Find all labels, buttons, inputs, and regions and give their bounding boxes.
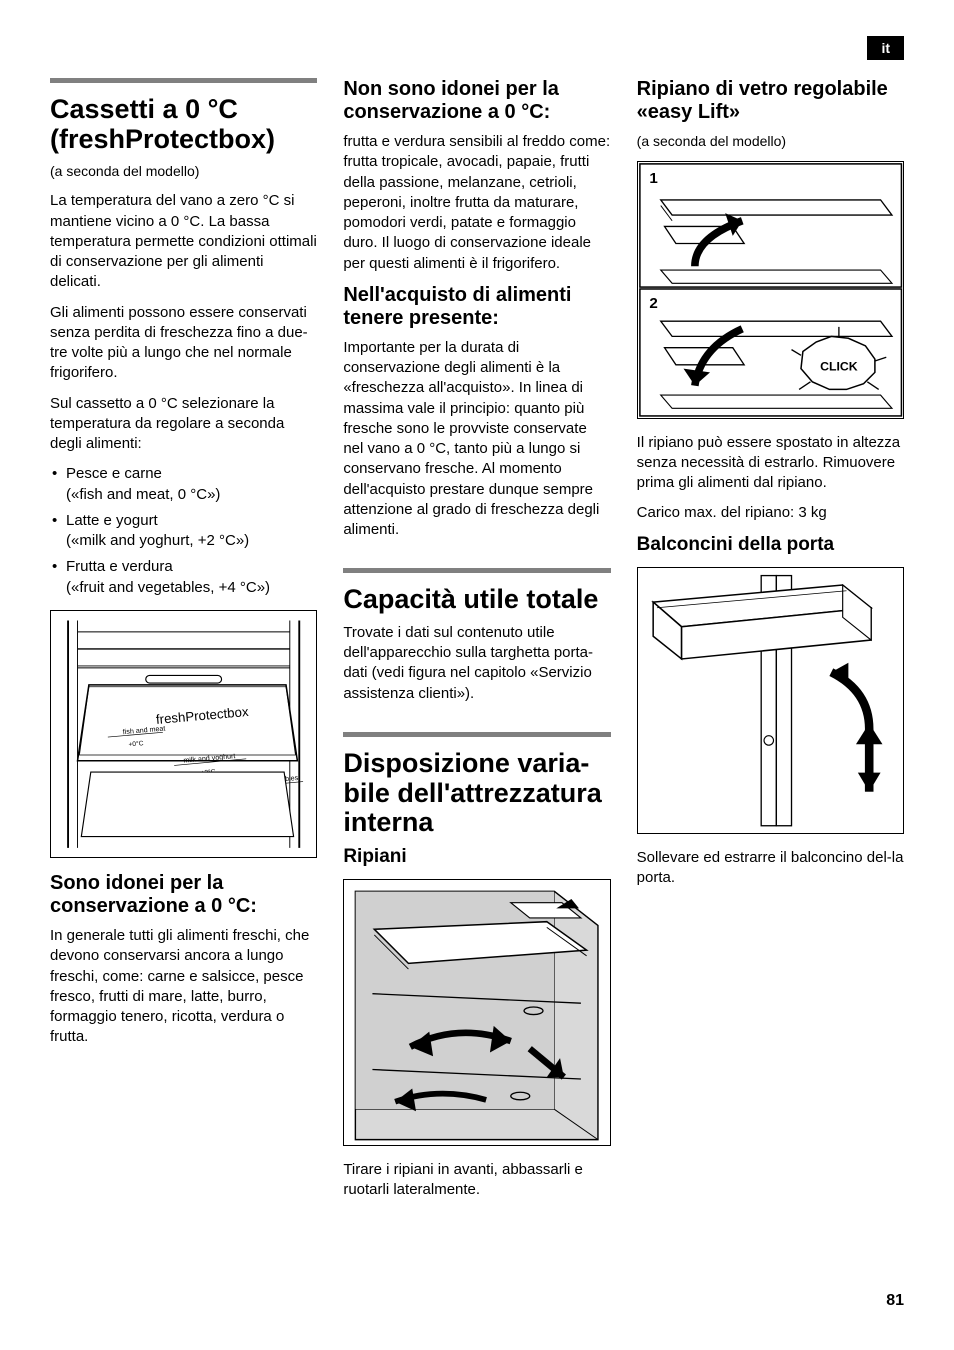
- svg-text:CLICK: CLICK: [820, 359, 858, 373]
- list-item: Latte e yogurt («milk and yoghurt, +2 °C…: [50, 511, 317, 552]
- heading-capacity: Capacità utile totale: [343, 585, 610, 615]
- food-list: Pesce e carne («fish and meat, 0 °C») La…: [50, 464, 317, 598]
- list-item-label: Latte e yogurt: [66, 512, 158, 529]
- subheading-door-bins: Balconcini della porta: [637, 534, 904, 557]
- body-text: Sul cassetto a 0 °C selezionare la tempe…: [50, 394, 317, 455]
- body-text: In generale tutti gli alimenti freschi, …: [50, 926, 317, 1048]
- body-text: Importante per la durata di conservazion…: [343, 338, 610, 541]
- subheading-shelves: Ripiani: [343, 846, 610, 869]
- section-rule: [343, 568, 610, 573]
- list-item-label: Frutta e verdura: [66, 558, 173, 575]
- list-item: Pesce e carne («fish and meat, 0 °C»): [50, 464, 317, 505]
- model-note: (a seconda del modello): [637, 132, 904, 151]
- column-2: Non sono idonei per la conservazione a 0…: [343, 78, 610, 1211]
- body-text: Gli alimenti possono essere conservati s…: [50, 303, 317, 384]
- heading-purchase: Nell'acquisto di alimenti tenere present…: [343, 284, 610, 330]
- page-number: 81: [886, 1292, 904, 1310]
- body-text: Il ripiano può essere spostato in altezz…: [637, 433, 904, 494]
- heading-suitable: Sono idonei per la conservazione a 0 °C:: [50, 872, 317, 918]
- heading-cassetti: Cassetti a 0 °C (freshProtectbox): [50, 95, 317, 154]
- figure-shelves: [343, 879, 610, 1146]
- list-item: Frutta e verdura («fruit and vegetables,…: [50, 557, 317, 598]
- model-note: (a seconda del modello): [50, 162, 317, 181]
- body-text: Tirare i ripiani in avanti, abbassarli e…: [343, 1160, 610, 1201]
- heading-easylift: Ripiano di vetro regolabile «easy Lift»: [637, 78, 904, 124]
- body-text: Sollevare ed estrarre il balconcino del-…: [637, 848, 904, 889]
- svg-text:+0°C: +0°C: [128, 739, 144, 748]
- column-1: Cassetti a 0 °C (freshProtectbox) (a sec…: [50, 78, 317, 1211]
- figure-freshprotectbox: freshProtectbox fish and meat +0°C milk …: [50, 610, 317, 858]
- section-rule: [50, 78, 317, 83]
- list-item-label: Pesce e carne: [66, 465, 162, 482]
- svg-text:1: 1: [649, 170, 657, 187]
- body-text: La temperatura del vano a zero °C si man…: [50, 191, 317, 292]
- list-item-sub: («fish and meat, 0 °C»): [66, 485, 317, 505]
- section-rule: [343, 732, 610, 737]
- content-columns: Cassetti a 0 °C (freshProtectbox) (a sec…: [50, 78, 904, 1211]
- heading-layout: Disposizione varia-bile dell'attrezzatur…: [343, 749, 610, 838]
- svg-text:2: 2: [649, 295, 657, 312]
- list-item-sub: («fruit and vegetables, +4 °C»): [66, 578, 317, 598]
- list-item-sub: («milk and yoghurt, +2 °C»): [66, 531, 317, 551]
- figure-easylift: 1 2: [637, 161, 904, 419]
- body-text: Carico max. del ripiano: 3 kg: [637, 503, 904, 523]
- language-tab: it: [867, 36, 904, 60]
- body-text: Trovate i dati sul contenuto utile dell'…: [343, 623, 610, 704]
- figure-door-bin: [637, 567, 904, 834]
- body-text: frutta e verdura sensibili al freddo com…: [343, 132, 610, 274]
- column-3: Ripiano di vetro regolabile «easy Lift» …: [637, 78, 904, 1211]
- heading-not-suitable: Non sono idonei per la conservazione a 0…: [343, 78, 610, 124]
